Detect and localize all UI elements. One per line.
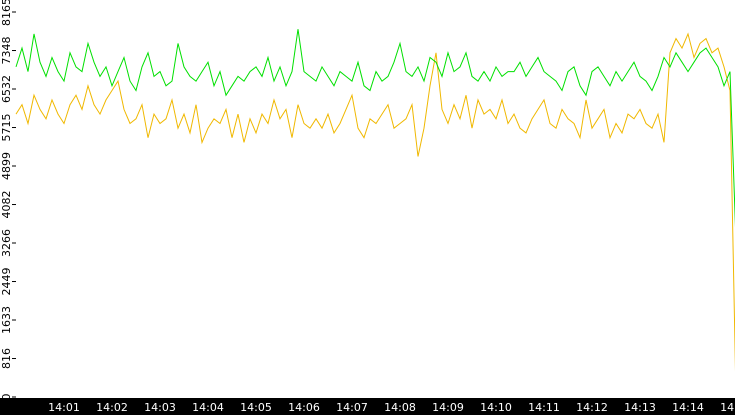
- x-tick-label: 14:10: [480, 401, 512, 414]
- x-tick-label: 14:11: [528, 401, 560, 414]
- x-tick-label: 14:05: [240, 401, 272, 414]
- x-tick-label: 14:08: [384, 401, 416, 414]
- y-tick-label: 4082: [0, 191, 13, 219]
- x-tick-label: 14:13: [624, 401, 656, 414]
- y-tick-label: 6532: [0, 75, 13, 103]
- x-tick-label: 14:15: [720, 401, 735, 414]
- y-tick-label: 816: [0, 348, 13, 369]
- y-tick-label: 1633: [0, 306, 13, 334]
- y-tick-label: 5715: [0, 114, 13, 142]
- x-tick-label: 14:07: [336, 401, 368, 414]
- series-line: [15, 29, 735, 228]
- x-tick-label: 14:12: [576, 401, 608, 414]
- x-axis-bar: [0, 398, 735, 415]
- y-tick-label: 8165: [0, 0, 13, 26]
- y-tick-label: 4899: [0, 152, 13, 180]
- x-tick-label: 14:02: [96, 401, 128, 414]
- y-tick-label: 3266: [0, 229, 13, 257]
- x-tick-label: 14:09: [432, 401, 464, 414]
- x-tick-label: 14:03: [144, 401, 176, 414]
- y-tick-label: 0: [0, 394, 13, 401]
- x-tick-label: 14:14: [672, 401, 704, 414]
- x-tick-label: 14:01: [48, 401, 80, 414]
- y-tick-label: 7348: [0, 37, 13, 65]
- y-tick-label: 2449: [0, 268, 13, 296]
- x-tick-label: 14:04: [192, 401, 224, 414]
- x-tick-label: 14:06: [288, 401, 320, 414]
- series-line: [15, 32, 735, 372]
